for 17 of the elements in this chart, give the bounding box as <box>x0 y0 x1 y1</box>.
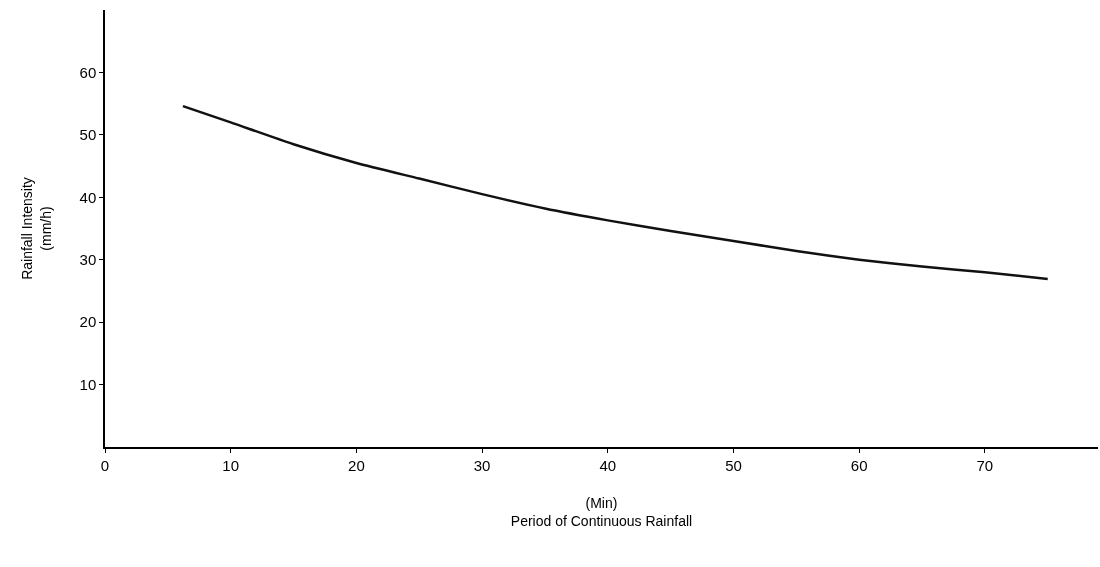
line-series <box>181 104 1049 281</box>
x-tick-label: 20 <box>348 456 365 474</box>
x-axis-title: (Min) Period of Continuous Rainfall <box>510 494 693 529</box>
x-tick-label: 30 <box>473 456 491 474</box>
x-tick-label: 0 <box>100 456 110 474</box>
x-tick-label: 60 <box>850 456 868 474</box>
x-tick-label: 70 <box>976 456 994 474</box>
y-tick-label: 20 <box>79 313 97 331</box>
y-tick-label: 60 <box>79 63 97 81</box>
y-tick-label: 50 <box>79 126 97 144</box>
y-tick-label: 30 <box>79 250 97 268</box>
x-tick-label: 40 <box>599 456 617 474</box>
x-tick-label: 10 <box>222 456 240 474</box>
y-tick-label: 40 <box>79 188 97 206</box>
y-tick-label: 10 <box>79 375 97 393</box>
x-tick-label: 50 <box>725 456 742 474</box>
y-axis-title: Rainfall Intensity (mm/h) <box>19 177 54 280</box>
